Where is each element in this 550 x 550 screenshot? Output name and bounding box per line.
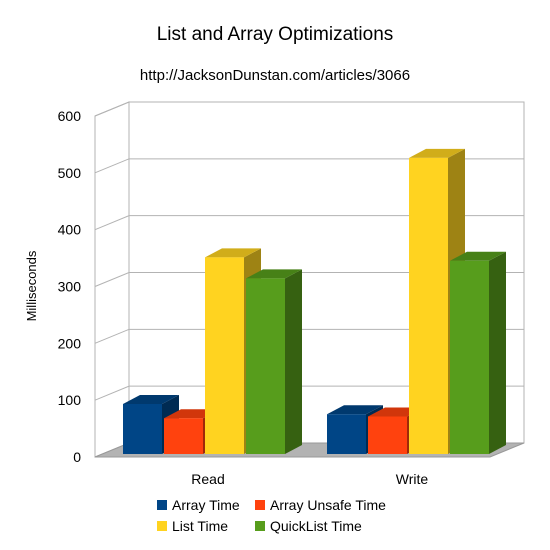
bar-top (123, 394, 179, 404)
x-tick-label: Write (396, 471, 429, 487)
gridline (94, 385, 524, 401)
gridline (94, 272, 524, 287)
bar-top (409, 148, 465, 158)
legend-label: QuickList Time (270, 518, 362, 534)
gridline (94, 328, 524, 344)
y-tick-label: 400 (58, 222, 82, 238)
bar-top (327, 405, 383, 415)
bar-top (205, 248, 261, 258)
x-tick-label: Read (191, 471, 224, 487)
y-tick-label: 100 (58, 392, 82, 408)
legend-swatch (255, 500, 265, 510)
bar-side (489, 251, 506, 454)
bar-top (246, 269, 302, 279)
gridline (94, 101, 524, 117)
bar-front (123, 403, 162, 454)
legend-swatch (157, 500, 167, 510)
bar-front (327, 414, 366, 454)
legend-label: List Time (172, 518, 228, 534)
chart-subtitle: http://JacksonDunstan.com/articles/3066 (140, 67, 410, 84)
bar-front (409, 157, 448, 455)
legend-label: Array Time (172, 497, 240, 513)
y-tick-label: 200 (58, 335, 82, 351)
y-tick-label: 300 (58, 279, 82, 295)
y-tick-label: 600 (58, 108, 82, 124)
bar-front (368, 416, 407, 454)
chart-title: List and Array Optimizations (157, 24, 394, 45)
legend-label: Array Unsafe Time (270, 497, 386, 513)
y-axis-label: Milliseconds (24, 250, 39, 321)
bar-top (450, 251, 506, 261)
legend-swatch (157, 521, 167, 531)
bar-front (450, 260, 489, 454)
y-tick-label: 0 (73, 449, 81, 465)
gridline (94, 158, 524, 174)
bar-front (205, 257, 244, 454)
legend: Array Time Array Unsafe Time List Time Quic… (157, 497, 386, 534)
bar-side (285, 269, 302, 454)
y-tick-label: 500 (58, 165, 82, 181)
plot-area: 0 100 200 300 400 500 600 Read Write (58, 101, 525, 487)
bar-front (246, 278, 285, 454)
gridline (94, 215, 524, 231)
legend-swatch (255, 521, 265, 531)
bar-front (164, 418, 203, 454)
